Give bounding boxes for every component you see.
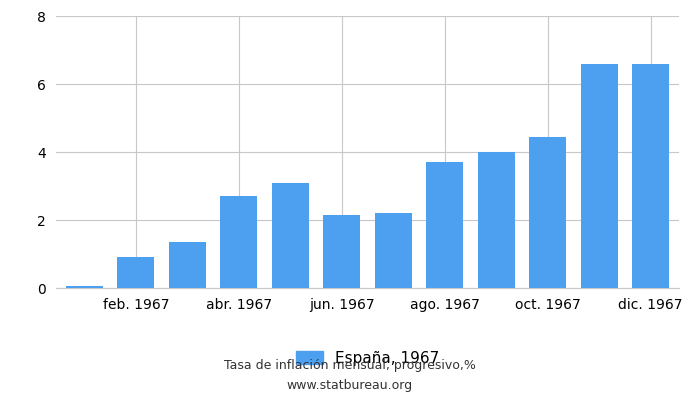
Bar (374, 213, 412, 288)
Bar (118, 258, 154, 288)
Text: Tasa de inflación mensual, progresivo,%: Tasa de inflación mensual, progresivo,% (224, 360, 476, 372)
Legend: España, 1967: España, 1967 (289, 344, 446, 372)
Bar (323, 215, 360, 288)
Bar (272, 182, 309, 288)
Bar (169, 242, 206, 288)
Bar (477, 152, 514, 288)
Bar (632, 64, 669, 288)
Bar (66, 286, 103, 288)
Bar (220, 196, 258, 288)
Bar (426, 162, 463, 288)
Text: www.statbureau.org: www.statbureau.org (287, 380, 413, 392)
Bar (581, 64, 617, 288)
Bar (529, 137, 566, 288)
